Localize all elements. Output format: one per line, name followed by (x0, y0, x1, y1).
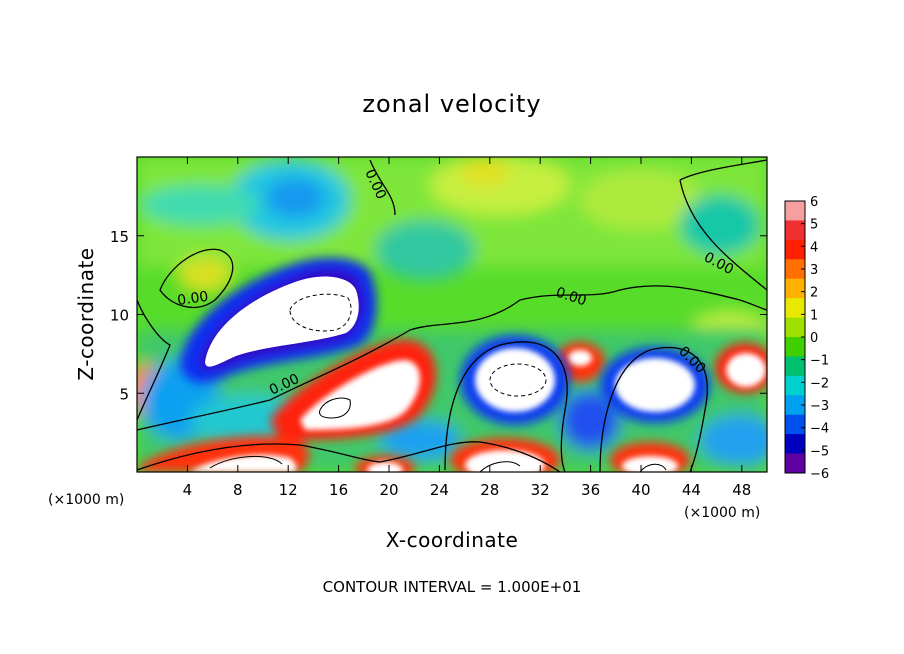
x-tick-label: 48 (732, 481, 751, 499)
colorbar-label: 4 (810, 240, 818, 255)
colorbar-label: 0 (810, 331, 818, 346)
colorbar-label: −5 (810, 444, 829, 459)
colorbar-label: −3 (810, 399, 829, 414)
colorbar-swatch (785, 375, 805, 396)
colorbar-swatch (785, 239, 805, 260)
colorbar-label: 6 (810, 195, 818, 210)
colorbar-swatch (785, 414, 805, 435)
positive-contours (209, 397, 667, 472)
colorbar-label: −6 (810, 467, 829, 482)
positive-cores (190, 350, 766, 472)
x-tick-label: 16 (329, 481, 348, 499)
colorbar-swatch (785, 220, 805, 241)
negative-contours (289, 293, 547, 397)
y-axis-title: Z-coordinate (74, 247, 98, 380)
colorbar-label: 5 (810, 218, 818, 233)
colorbar-swatch (785, 453, 805, 474)
colorbar-swatch (785, 317, 805, 338)
x-tick-label: 40 (631, 481, 650, 499)
colorbar-swatch (785, 278, 805, 299)
colorbar-swatch (785, 434, 805, 455)
colorbar-swatch (785, 201, 805, 221)
colorbar-label: 3 (810, 263, 818, 278)
chart-title: zonal velocity (362, 90, 541, 118)
colorbar-swatch (785, 395, 805, 416)
y-tick-label: 10 (110, 307, 129, 325)
x-tick-label: 12 (279, 481, 298, 499)
colorbar-label: −1 (810, 354, 829, 369)
upper-field (137, 157, 767, 350)
x-tick-label: 32 (531, 481, 550, 499)
colorbar-label: 2 (810, 286, 818, 301)
y-tick-label: 15 (110, 228, 129, 246)
negative-core-left (205, 276, 359, 367)
contour-interval-note: CONTOUR INTERVAL = 1.000E+01 (323, 578, 582, 596)
x-tick-label: 4 (183, 481, 193, 499)
colorbar-label: 1 (810, 308, 818, 323)
y-tick-label: 5 (119, 385, 129, 403)
x-unit-right: (×1000 m) (684, 505, 760, 521)
x-unit-left: (×1000 m) (48, 492, 124, 508)
colorbar-swatch (785, 298, 805, 319)
contour-label: 0.00 (176, 289, 209, 309)
colorbar-label: −4 (810, 422, 829, 437)
colorbar-swatch (785, 259, 805, 280)
plot-area: 0.00 0.00 0.00 0.00 0.00 0.00 (137, 157, 767, 472)
x-tick-label: 20 (379, 481, 398, 499)
colorbar: 6 5 4 3 2 1 0 −1 −2 −3 −4 −5 −6 (784, 195, 829, 482)
x-tick-label: 28 (480, 481, 499, 499)
zero-contours (137, 159, 767, 472)
x-tick-label: 24 (430, 481, 449, 499)
x-axis-title: X-coordinate (386, 528, 519, 552)
x-tick-label: 44 (682, 481, 701, 499)
colorbar-swatch (785, 337, 805, 357)
x-tick-label: 36 (581, 481, 600, 499)
x-tick-label: 8 (233, 481, 243, 499)
colorbar-swatch (785, 356, 805, 377)
colorbar-label: −2 (810, 376, 829, 391)
y-axis: 5 10 15 (110, 228, 767, 403)
x-axis: 4 8 12 16 20 24 28 32 36 40 44 48 (183, 157, 751, 499)
negative-cores-right (475, 348, 695, 412)
